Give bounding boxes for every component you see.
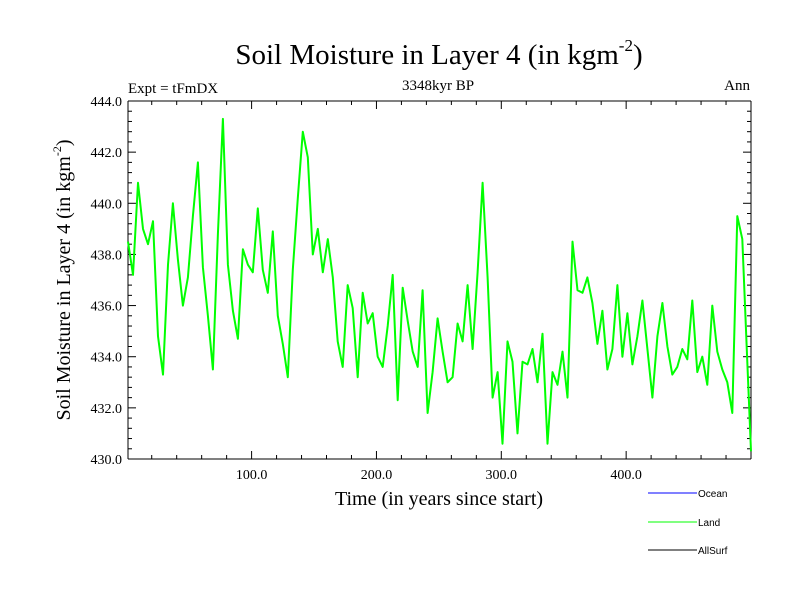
y-tick-label: 442.0 <box>91 146 123 161</box>
legend-label-land: Land <box>698 518 720 529</box>
x-tick-label: 300.0 <box>486 468 518 483</box>
plot-area: 100.0 200.0 300.0 400.0 430.0 432.0 434.0 436.0… <box>91 95 752 483</box>
season-label: Ann <box>724 78 750 94</box>
y-axis-label: Soil Moisture in Layer 4 (in kgm-2) <box>50 139 75 420</box>
chart-title-close: ) <box>633 39 643 71</box>
period-label: 3348kyr BP <box>402 78 474 94</box>
chart-title-superscript: -2 <box>619 36 633 55</box>
y-tick-label: 436.0 <box>91 300 123 315</box>
chart-title: Soil Moisture in Layer 4 (in kgm-2) <box>235 36 642 71</box>
x-tick-label: 200.0 <box>361 468 393 483</box>
y-tick-label: 430.0 <box>91 453 123 468</box>
series-group <box>127 117 752 452</box>
series-line-land <box>127 117 752 452</box>
legend-label-allsurf: AllSurf <box>698 546 728 557</box>
y-tick-label: 444.0 <box>91 95 123 110</box>
legend-label-ocean: Ocean <box>698 489 727 500</box>
x-axis-label: Time (in years since start) <box>335 488 543 510</box>
chart-title-main: Soil Moisture in Layer 4 (in kgm <box>235 39 619 71</box>
legend: Ocean Land AllSurf <box>648 489 728 557</box>
y-axis-label-main: Soil Moisture in Layer 4 (in kgm <box>53 156 75 421</box>
y-tick-label: 434.0 <box>91 351 123 366</box>
x-tick-label: 100.0 <box>236 468 268 483</box>
x-tick-label: 400.0 <box>610 468 642 483</box>
y-tick-label: 438.0 <box>91 248 123 263</box>
ticks-group: 100.0 200.0 300.0 400.0 430.0 432.0 434.0 436.0… <box>91 95 751 483</box>
y-axis-label-superscript: -2 <box>50 146 64 156</box>
y-tick-label: 440.0 <box>91 197 123 212</box>
experiment-label: Expt = tFmDX <box>128 81 218 97</box>
y-tick-label: 432.0 <box>91 402 123 417</box>
y-axis-label-close: ) <box>53 139 75 146</box>
